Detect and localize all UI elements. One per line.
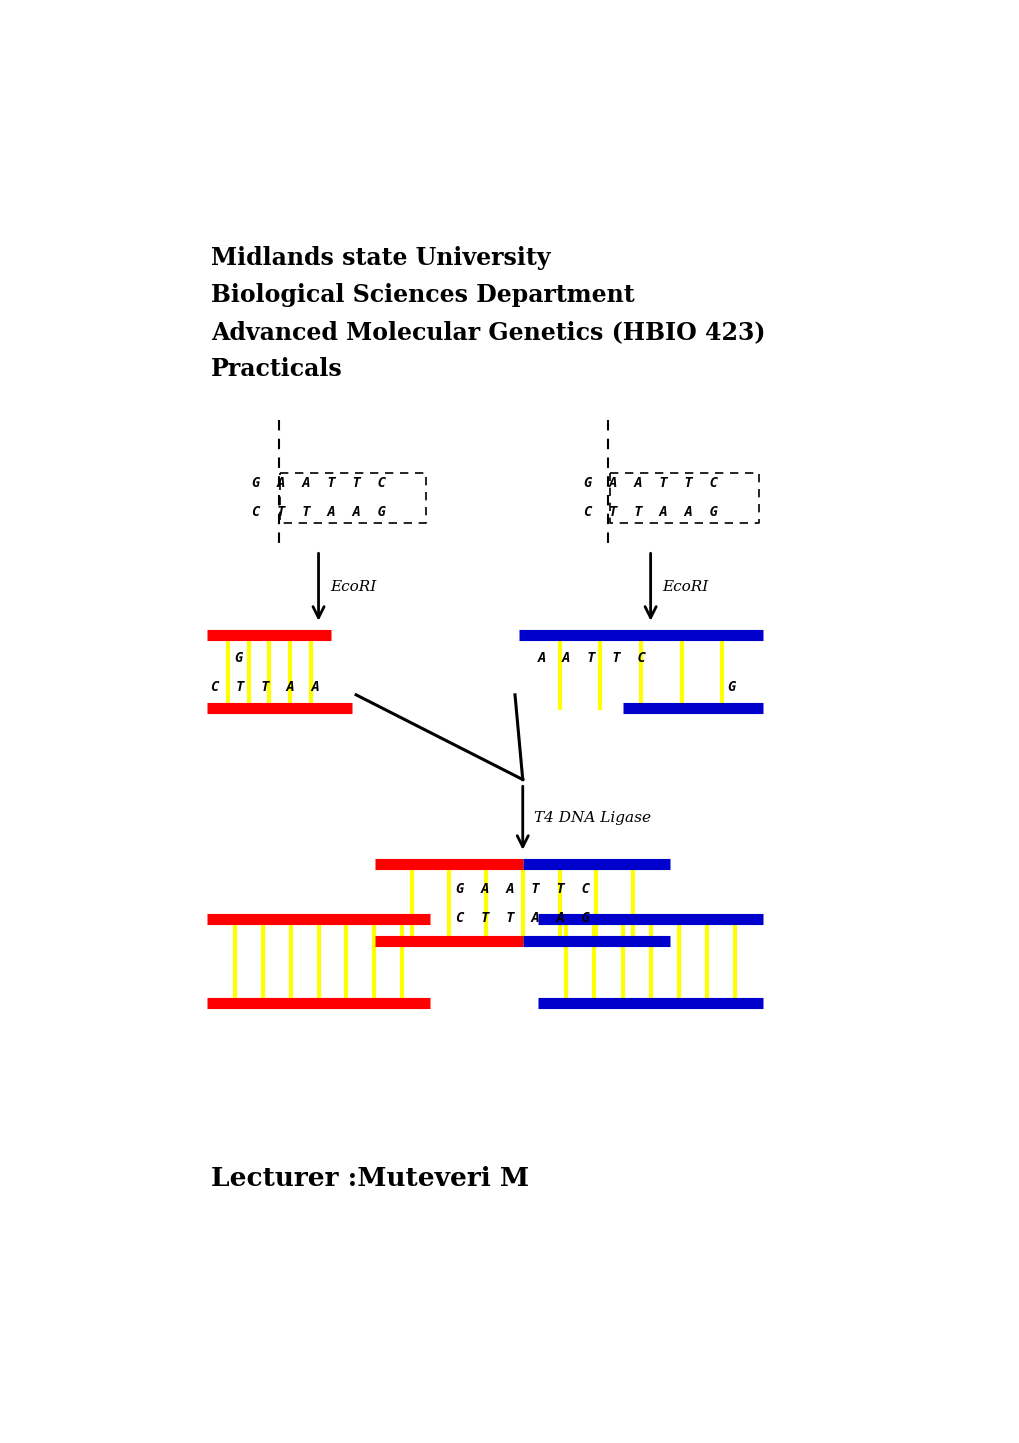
- Text: Biological Sciences Department: Biological Sciences Department: [211, 283, 634, 307]
- Text: EcoRI: EcoRI: [330, 580, 376, 595]
- Text: G: G: [234, 651, 243, 665]
- Text: C  T  T  A  A: C T T A A: [211, 680, 320, 694]
- Text: G  A  A  T  T  C: G A A T T C: [252, 476, 385, 489]
- Text: G  A  A  T  T  C: G A A T T C: [583, 476, 717, 489]
- Text: Midlands state University: Midlands state University: [211, 247, 550, 270]
- Text: Practicals: Practicals: [211, 358, 342, 381]
- Text: Lecturer :Muteveri M: Lecturer :Muteveri M: [211, 1166, 529, 1192]
- Text: G  A  A  T  T  C: G A A T T C: [455, 882, 589, 896]
- Text: Advanced Molecular Genetics (HBIO 423): Advanced Molecular Genetics (HBIO 423): [211, 320, 765, 345]
- Text: EcoRI: EcoRI: [661, 580, 708, 595]
- Text: C  T  T  A  A  G: C T T A A G: [583, 505, 717, 519]
- Text: G: G: [728, 680, 736, 694]
- Text: A  A  T  T  C: A A T T C: [538, 651, 646, 665]
- Text: T4 DNA Ligase: T4 DNA Ligase: [534, 811, 651, 825]
- Text: C  T  T  A  A  G: C T T A A G: [252, 505, 385, 519]
- Text: C  T  T  A  A  G: C T T A A G: [455, 911, 589, 925]
